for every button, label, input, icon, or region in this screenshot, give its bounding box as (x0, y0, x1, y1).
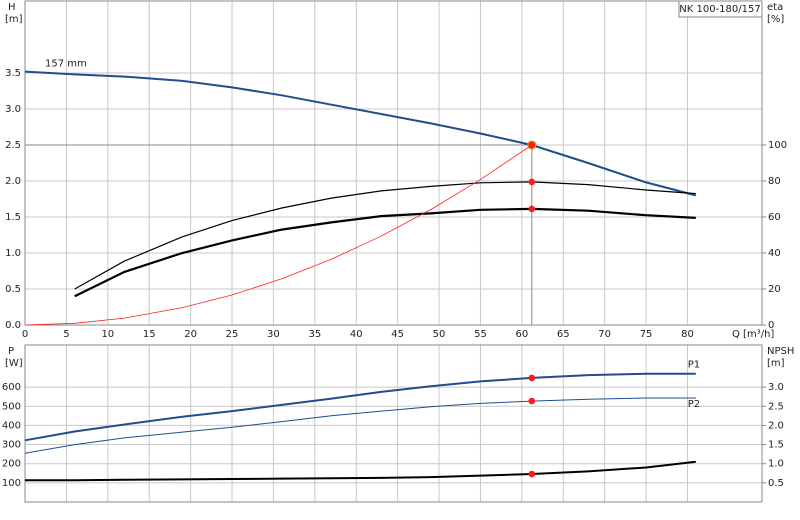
y2-axis-label: eta (767, 2, 783, 13)
x-tick-label: 60 (515, 329, 528, 340)
x-tick-label: 75 (640, 329, 653, 340)
duty-point (528, 205, 536, 213)
series-line (74, 207, 696, 298)
y-tick-label: 3.5 (5, 68, 21, 79)
x-tick-label: 80 (681, 329, 694, 340)
series-label: P1 (688, 360, 700, 371)
x-tick-label: 40 (350, 329, 363, 340)
x-tick-label: 65 (557, 329, 570, 340)
y-axis-label: H (8, 2, 16, 13)
y2-tick-label: 1.0 (768, 459, 784, 470)
y-axis-unit: [m] (5, 14, 23, 25)
y2-tick-label: 2.0 (768, 420, 784, 431)
y-tick-label: 0.0 (5, 320, 21, 331)
y-tick-label: 600 (2, 382, 21, 393)
y-tick-label: 1.5 (5, 212, 21, 223)
chart-title: NK 100-180/157 (679, 4, 760, 15)
y2-tick-label: 60 (768, 212, 781, 223)
duty-point (528, 470, 536, 478)
y2-tick-label: 3.0 (768, 382, 784, 393)
y2-axis-unit: [m] (767, 358, 785, 369)
y2-tick-label: 1.5 (768, 440, 784, 451)
series-label: 157 mm (45, 59, 87, 70)
x-tick-label: 30 (267, 329, 280, 340)
y2-tick-label: 2.5 (768, 401, 784, 412)
y2-tick-label: 20 (768, 284, 781, 295)
y2-tick-label: 40 (768, 248, 781, 259)
y2-tick-label: 80 (768, 176, 781, 187)
x-tick-label: 15 (143, 329, 156, 340)
y2-axis-unit: [%] (767, 14, 784, 25)
series-line (24, 144, 533, 326)
duty-point (528, 178, 536, 186)
y-tick-label: 400 (2, 420, 21, 431)
y-axis-unit: [W] (5, 358, 23, 369)
series-line (74, 181, 696, 290)
y2-tick-label: 0.5 (768, 478, 784, 489)
y-axis-label: P (8, 346, 14, 357)
x-tick-label: 20 (184, 329, 197, 340)
x-tick-label: 35 (308, 329, 321, 340)
series-line (24, 70, 697, 197)
duty-point (528, 141, 536, 149)
series-line (24, 397, 696, 454)
y-tick-label: 0.5 (5, 284, 21, 295)
plot-frame (24, 0, 763, 326)
series-label: P2 (688, 399, 700, 410)
y-tick-label: 500 (2, 401, 21, 412)
duty-point (528, 374, 536, 382)
y-tick-label: 3.0 (5, 104, 21, 115)
x-tick-label: 5 (63, 329, 69, 340)
y2-tick-label: 0 (768, 320, 774, 331)
y-tick-label: 1.0 (5, 248, 21, 259)
y-tick-label: 2.5 (5, 140, 21, 151)
y-tick-label: 200 (2, 459, 21, 470)
y-tick-label: 2.0 (5, 176, 21, 187)
y-tick-label: 100 (2, 478, 21, 489)
x-tick-label: 50 (433, 329, 446, 340)
y-tick-label: 300 (2, 440, 21, 451)
x-tick-label: 25 (226, 329, 239, 340)
x-tick-label: 0 (22, 329, 28, 340)
x-axis-label: Q [m³/h] (732, 329, 774, 340)
y2-axis-label: NPSH (767, 346, 794, 357)
series-line (25, 460, 696, 482)
title-box (678, 0, 763, 18)
plot-frame (24, 344, 763, 503)
series-line (24, 372, 696, 442)
x-tick-label: 55 (474, 329, 487, 340)
duty-point (528, 397, 536, 405)
x-tick-label: 10 (101, 329, 114, 340)
x-tick-label: 45 (391, 329, 404, 340)
x-tick-label: 70 (598, 329, 611, 340)
y2-tick-label: 100 (768, 140, 787, 151)
